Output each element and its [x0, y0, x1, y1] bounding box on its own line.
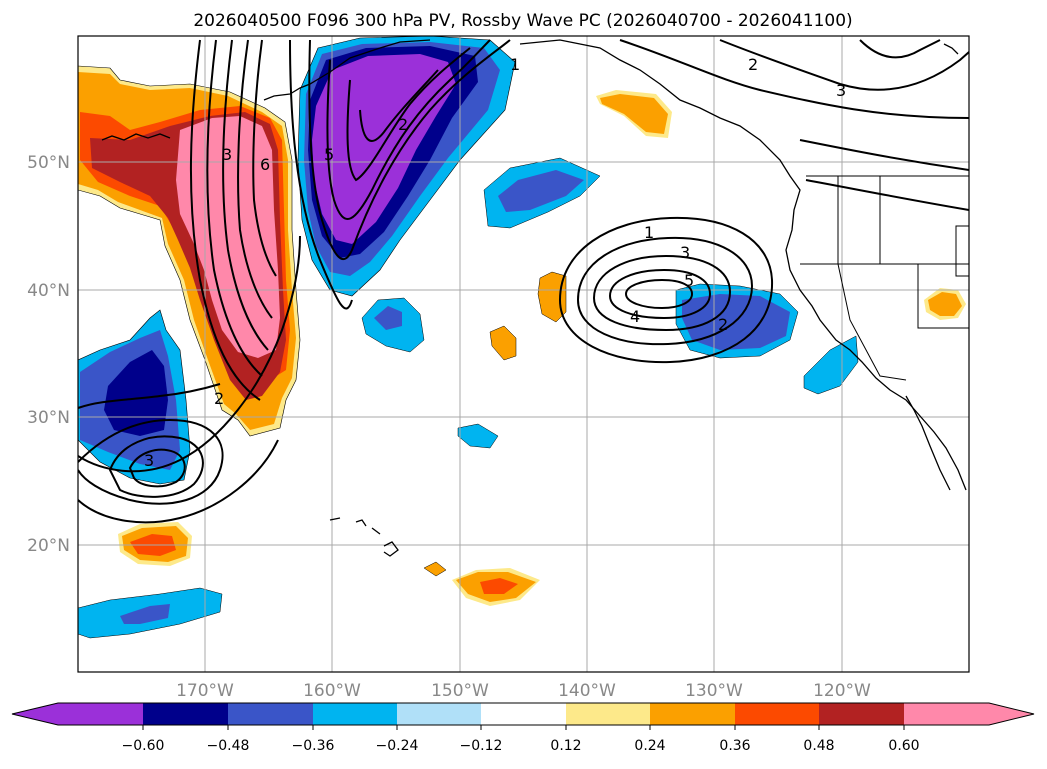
colorbar-tick-label: −0.24 — [376, 738, 419, 754]
colorbar-outline — [11, 702, 1035, 726]
contour-label: 3 — [680, 243, 690, 262]
colorbar-tick-label: −0.36 — [292, 738, 335, 754]
pc-contours — [78, 39, 969, 524]
negative-anomaly-south — [78, 587, 223, 639]
colorbar-segment — [481, 703, 566, 725]
lon-label: 120°W — [813, 681, 871, 701]
longitude-labels: 170°W 160°W 150°W 140°W 130°W 120°W — [176, 681, 871, 701]
lat-label: 30°N — [27, 408, 70, 428]
contour-label: 6 — [260, 155, 270, 174]
lat-label: 50°N — [27, 153, 70, 173]
lon-label: 160°W — [303, 681, 361, 701]
colorbar-segment — [819, 703, 904, 725]
contour-label: 3 — [836, 81, 846, 100]
colorbar-segment — [566, 703, 650, 725]
negative-anomaly-gulf — [483, 157, 601, 229]
colorbar-segment — [143, 703, 228, 725]
colorbar-segment — [650, 703, 735, 725]
lat-label: 40°N — [27, 281, 70, 301]
coastlines — [101, 39, 967, 557]
colorbar-tick-label: 0.24 — [634, 738, 665, 754]
colorbar-tick-label: 0.48 — [803, 738, 834, 754]
negative-anomaly-small-3 — [457, 423, 499, 449]
colorbar-tick-label: 0.36 — [719, 738, 750, 754]
map-content: 3 6 5 2 1 2 3 1 3 5 4 2 2 3 — [78, 36, 969, 672]
latitude-labels: 50°N 40°N 30°N 20°N — [27, 153, 70, 556]
colorbar-tick-label: −0.48 — [207, 738, 250, 754]
colorbar-tick-label: 0.12 — [550, 738, 581, 754]
colorbar-tick-label: −0.60 — [122, 738, 165, 754]
contour-label: 3 — [144, 451, 154, 470]
colorbar-tick-label: 0.60 — [888, 738, 919, 754]
colorbar-segment — [735, 703, 819, 725]
contour-label: 1 — [510, 55, 520, 74]
lon-label: 150°W — [431, 681, 489, 701]
colorbar-segment — [313, 703, 397, 725]
colorbar-segment — [397, 703, 481, 725]
graticule — [78, 36, 969, 672]
contour-label: 5 — [324, 145, 334, 164]
contour-label: 4 — [630, 307, 640, 326]
contour-label: 2 — [398, 115, 408, 134]
political-borders — [800, 175, 969, 381]
colorbar-tick-label: −0.12 — [460, 738, 503, 754]
contour-label: 3 — [222, 145, 232, 164]
colorbar-ticks — [142, 725, 905, 730]
contour-label: 2 — [214, 389, 224, 408]
lon-label: 170°W — [176, 681, 234, 701]
lon-label: 140°W — [558, 681, 616, 701]
lon-label: 130°W — [685, 681, 743, 701]
contour-label-group: 3 6 5 2 1 2 3 1 3 5 4 2 2 3 — [144, 55, 846, 470]
negative-anomaly-small-2 — [803, 335, 859, 395]
contour-label: 5 — [684, 271, 694, 290]
colorbar-extend-high — [989, 703, 1034, 725]
positive-anomaly-small — [118, 90, 966, 606]
contour-label: 2 — [748, 55, 758, 74]
contour-label: 2 — [718, 315, 728, 334]
lat-label: 20°N — [27, 536, 70, 556]
map-frame — [77, 35, 970, 673]
colorbar-tick-labels: −0.60 −0.48 −0.36 −0.24 −0.12 0.12 0.24 … — [122, 738, 920, 754]
colorbar-segment — [58, 703, 143, 725]
colorbar-segment — [228, 703, 313, 725]
contour-label: 1 — [644, 223, 654, 242]
colorbar-segment — [904, 703, 989, 725]
colorbar-extend-low — [12, 703, 58, 725]
colorbar: −0.60 −0.48 −0.36 −0.24 −0.12 0.12 0.24 … — [11, 702, 1035, 754]
map-title: 2026040500 F096 300 hPa PV, Rossby Wave … — [193, 11, 852, 31]
negative-anomaly-small-1 — [361, 297, 425, 353]
